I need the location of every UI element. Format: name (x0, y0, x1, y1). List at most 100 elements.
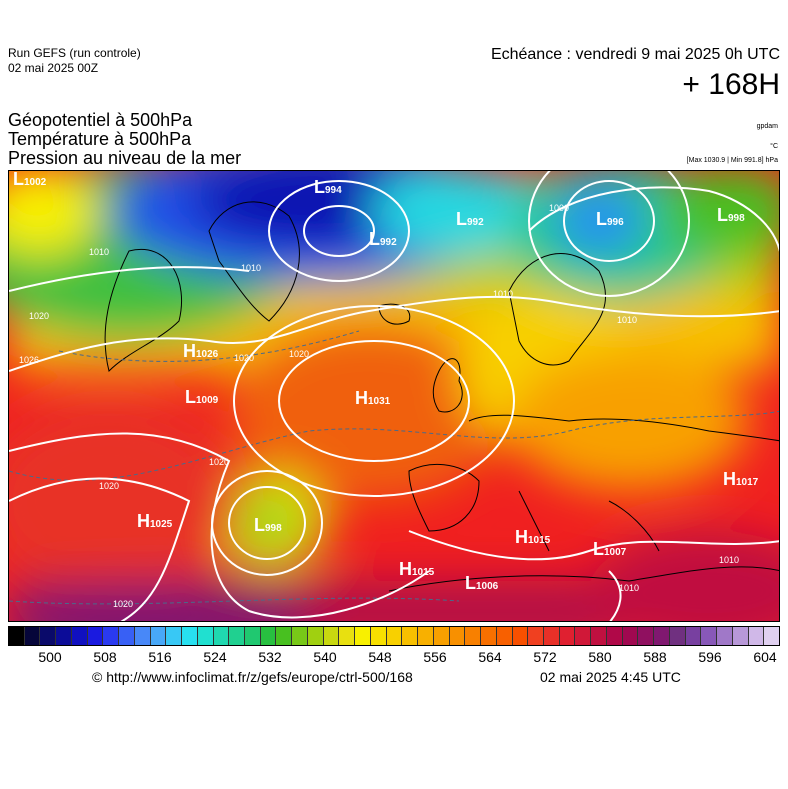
colorbar-swatch (575, 627, 592, 645)
colorbar-swatch (71, 627, 88, 645)
colorbar-swatch (245, 627, 261, 645)
colorbar-swatch (622, 627, 639, 645)
colorbar-tick-label: 564 (478, 649, 502, 665)
svg-text:L992: L992 (369, 229, 397, 249)
colorbar-swatch (307, 627, 324, 645)
colorbar-swatch (260, 627, 277, 645)
svg-text:1026: 1026 (19, 355, 39, 365)
colorbar-tick-label: 540 (313, 649, 337, 665)
svg-text:H1015: H1015 (399, 559, 435, 579)
svg-text:L1002: L1002 (13, 171, 47, 189)
svg-text:1000: 1000 (549, 203, 569, 213)
colorbar-swatch (213, 627, 230, 645)
svg-text:H1031: H1031 (355, 388, 391, 408)
param-temperature: Température à 500hPa (8, 129, 192, 149)
colorbar-swatch (449, 627, 466, 645)
svg-text:H1026: H1026 (183, 341, 219, 361)
run-date: 02 mai 2025 00Z (8, 61, 99, 75)
svg-text:1020: 1020 (29, 311, 49, 321)
colorbar-swatch (402, 627, 419, 645)
colorbar-swatch (339, 627, 356, 645)
svg-text:L992: L992 (456, 209, 484, 229)
colorbar-swatch (512, 627, 529, 645)
colorbar-swatch (40, 627, 57, 645)
svg-text:L1007: L1007 (593, 539, 627, 559)
colorbar-tick-label: 508 (93, 649, 117, 665)
svg-text:1010: 1010 (493, 289, 513, 299)
colorbar-tick-label: 572 (533, 649, 557, 665)
colorbar-swatch (701, 627, 718, 645)
svg-text:L998: L998 (717, 205, 745, 225)
source-link[interactable]: © http://www.infoclimat.fr/z/gefs/europe… (92, 669, 413, 685)
unit-gpdam: gpdam (756, 123, 778, 130)
svg-text:1010: 1010 (89, 247, 109, 257)
center-type: L (13, 171, 24, 189)
colorbar-tick-label: 580 (588, 649, 612, 665)
colorbar-swatch (276, 627, 293, 645)
svg-text:1010: 1010 (241, 263, 261, 273)
svg-text:L998: L998 (254, 515, 282, 535)
colorbar-tick-label: 500 (38, 649, 62, 665)
colorbar-tick-label: 588 (643, 649, 667, 665)
colorbar-tick-label: 516 (148, 649, 172, 665)
colorbar-swatch (370, 627, 387, 645)
svg-text:1020: 1020 (209, 457, 229, 467)
colorbar-swatch (433, 627, 450, 645)
colorbar (8, 626, 780, 646)
colorbar-swatch (355, 627, 371, 645)
isobar-labels: 1020 1010 1020 1020 1010 1010 1000 1020 … (19, 203, 739, 609)
svg-text:H1017: H1017 (723, 469, 759, 489)
colorbar-swatch (197, 627, 214, 645)
pressure-range: [Max 1030.9 | Min 991.8] hPa (686, 157, 778, 164)
colorbar-swatch (685, 627, 702, 645)
colorbar-swatch (9, 627, 25, 645)
colorbar-swatch (229, 627, 246, 645)
colorbar-swatch (292, 627, 308, 645)
param-slp: Pression au niveau de la mer (8, 148, 242, 168)
svg-text:1010: 1010 (619, 583, 639, 593)
forecast-map: L1002 L994 L992 L992 L996 L998 H1026 L10… (8, 170, 780, 622)
svg-text:L996: L996 (596, 209, 624, 229)
lead-time: + 168H (682, 68, 780, 101)
colorbar-swatch (528, 627, 544, 645)
colorbar-swatch (323, 627, 340, 645)
colorbar-swatch (119, 627, 135, 645)
colorbar-swatch (543, 627, 560, 645)
colorbar-swatch (591, 627, 607, 645)
colorbar-swatch (166, 627, 183, 645)
svg-text:L994: L994 (314, 177, 342, 197)
center-value: 1002 (24, 177, 47, 188)
svg-text:1020: 1020 (113, 599, 133, 609)
param-geopotential: Géopotentiel à 500hPa (8, 110, 193, 130)
colorbar-swatch (182, 627, 198, 645)
svg-text:H1015: H1015 (515, 527, 551, 547)
colorbar-swatch (559, 627, 576, 645)
colorbar-tick-label: 532 (258, 649, 282, 665)
colorbar-tick-label: 604 (753, 649, 777, 665)
unit-celsius: °C (770, 143, 778, 150)
colorbar-swatch (103, 627, 120, 645)
colorbar-swatch (638, 627, 655, 645)
colorbar-swatch (150, 627, 167, 645)
colorbar-swatch (717, 627, 733, 645)
colorbar-swatch (87, 627, 104, 645)
svg-text:L1006: L1006 (465, 573, 499, 593)
colorbar-swatch (764, 627, 779, 645)
colorbar-swatch (134, 627, 151, 645)
forecast-valid-time: Echéance : vendredi 9 mai 2025 0h UTC (490, 46, 780, 63)
colorbar-tick-label: 596 (698, 649, 722, 665)
colorbar-tick-label: 556 (423, 649, 447, 665)
svg-text:L1009: L1009 (185, 387, 219, 407)
colorbar-swatch (465, 627, 482, 645)
colorbar-ticks: 500 508 516 524 532 540 548 556 564 572 580 588 596 6… (8, 649, 780, 667)
colorbar-tick-label: 524 (203, 649, 227, 665)
colorbar-swatch (748, 627, 765, 645)
colorbar-swatch (669, 627, 686, 645)
generated-time: 02 mai 2025 4:45 UTC (540, 669, 681, 685)
svg-text:H1025: H1025 (137, 511, 173, 531)
isobars (9, 171, 779, 621)
svg-text:1020: 1020 (289, 349, 309, 359)
svg-text:1010: 1010 (617, 315, 637, 325)
colorbar-tick-label: 548 (368, 649, 392, 665)
colorbar-swatch (418, 627, 434, 645)
